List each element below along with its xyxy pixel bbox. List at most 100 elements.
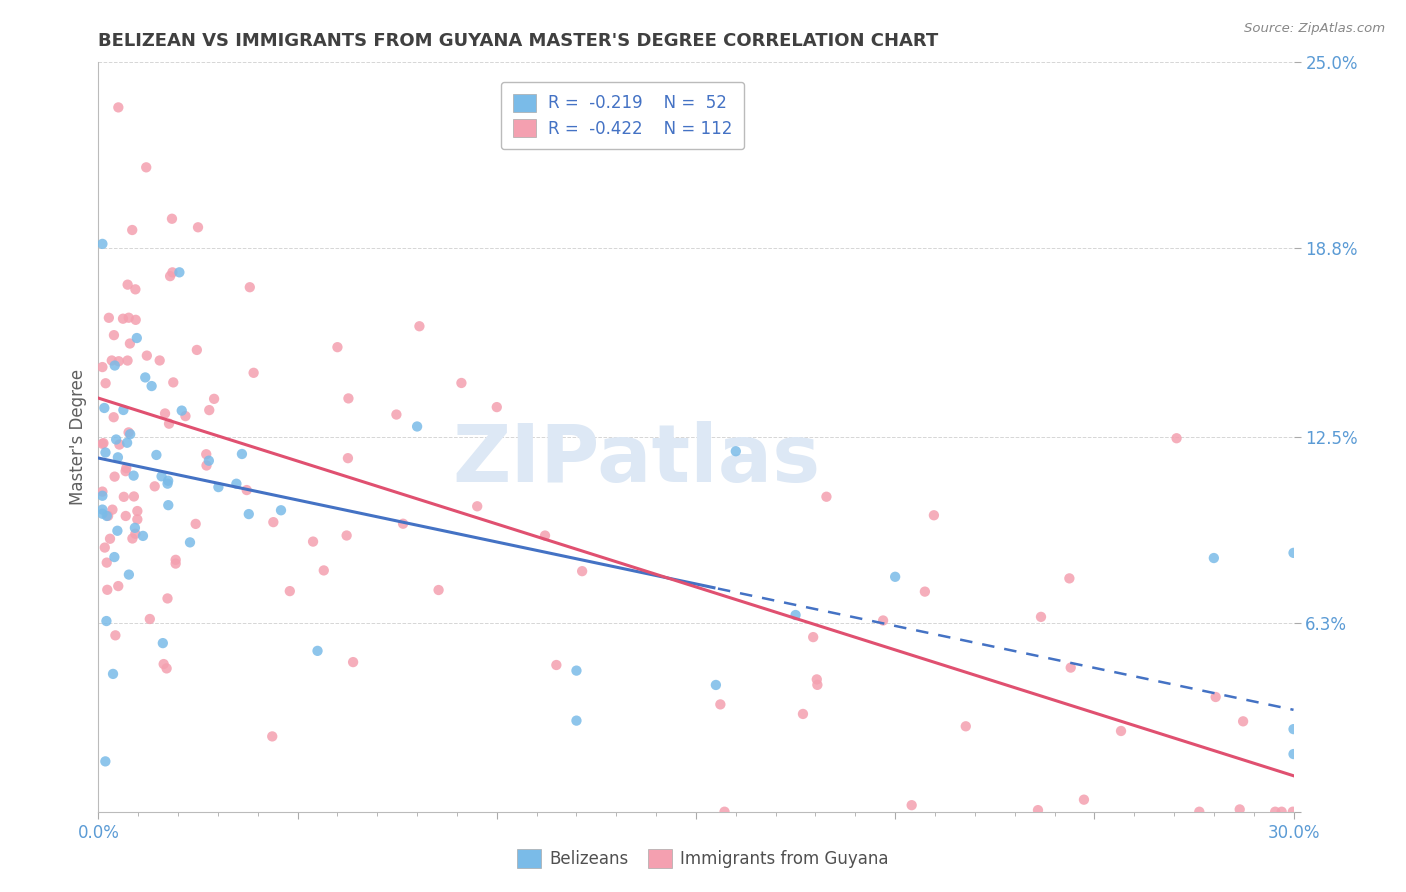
Point (134, 370, 156, 384)
Point (150, 469, 173, 483)
Point (278, 584, 301, 599)
Point (120, 427, 142, 442)
Point (785, 607, 807, 622)
Legend: R =  -0.219    N =  52, R =  -0.422    N = 112: R = -0.219 N = 52, R = -0.422 N = 112 (501, 82, 744, 149)
Point (392, 516, 415, 531)
Point (94, 541, 117, 555)
Point (270, 503, 292, 517)
Point (1282, 546, 1305, 560)
Point (115, 435, 138, 450)
Point (169, 265, 191, 279)
Point (96, 582, 118, 597)
Point (114, 508, 136, 523)
Point (141, 379, 163, 393)
Point (97, 310, 120, 325)
Point (202, 392, 225, 406)
Point (806, 673, 828, 687)
Point (195, 458, 218, 473)
Point (262, 730, 284, 744)
Point (91, 489, 114, 503)
Point (326, 340, 349, 354)
Point (534, 528, 557, 542)
Point (565, 714, 588, 728)
Point (231, 447, 253, 461)
Point (105, 524, 128, 538)
Point (104, 469, 127, 483)
Point (121, 223, 143, 237)
Point (408, 319, 430, 334)
Point (139, 612, 162, 626)
Point (117, 277, 139, 292)
Point (198, 403, 221, 417)
Point (93, 401, 115, 415)
Point (118, 310, 141, 325)
Point (186, 343, 208, 357)
Point (165, 553, 187, 567)
Point (1026, 803, 1049, 817)
Point (153, 407, 176, 421)
Point (872, 614, 894, 628)
Point (143, 479, 166, 493)
Point (112, 403, 135, 417)
Point (806, 678, 828, 692)
Point (107, 450, 129, 465)
Point (115, 461, 138, 475)
Point (124, 526, 146, 541)
Point (302, 534, 325, 549)
Point (724, 444, 747, 458)
Point (93, 436, 115, 450)
Point (385, 408, 408, 422)
Point (96, 614, 118, 628)
Point (450, 376, 472, 390)
Point (235, 483, 257, 497)
Point (157, 498, 180, 512)
Point (704, 678, 727, 692)
Point (117, 425, 139, 440)
Point (98, 532, 121, 546)
Point (149, 353, 172, 368)
Point (125, 313, 148, 327)
Point (571, 564, 593, 578)
Point (127, 504, 149, 518)
Point (124, 282, 146, 296)
Point (174, 409, 197, 423)
Y-axis label: Master's Degree: Master's Degree (69, 369, 87, 505)
Point (103, 550, 125, 565)
Point (884, 570, 907, 584)
Point (1229, 802, 1251, 816)
Point (156, 591, 179, 606)
Point (111, 311, 134, 326)
Point (195, 447, 218, 461)
Point (122, 490, 145, 504)
Point (1073, 792, 1095, 806)
Point (160, 211, 183, 226)
Point (91, 236, 114, 251)
Point (100, 353, 122, 368)
Point (225, 476, 247, 491)
Point (1232, 714, 1254, 729)
Point (162, 376, 184, 390)
Point (101, 502, 124, 516)
Point (91, 507, 114, 521)
Point (914, 584, 936, 599)
Point (179, 535, 201, 549)
Point (91, 360, 114, 375)
Point (145, 448, 167, 462)
Point (132, 529, 155, 543)
Point (1282, 722, 1305, 736)
Point (1264, 805, 1286, 819)
Point (104, 628, 127, 642)
Point (159, 269, 181, 284)
Point (101, 667, 124, 681)
Text: ZIPatlas: ZIPatlas (453, 420, 820, 499)
Point (815, 490, 838, 504)
Point (342, 655, 364, 669)
Point (337, 392, 360, 406)
Point (1281, 805, 1303, 819)
Point (1271, 805, 1294, 819)
Point (336, 451, 359, 466)
Point (709, 698, 731, 712)
Point (108, 437, 131, 451)
Point (114, 464, 136, 478)
Point (955, 719, 977, 733)
